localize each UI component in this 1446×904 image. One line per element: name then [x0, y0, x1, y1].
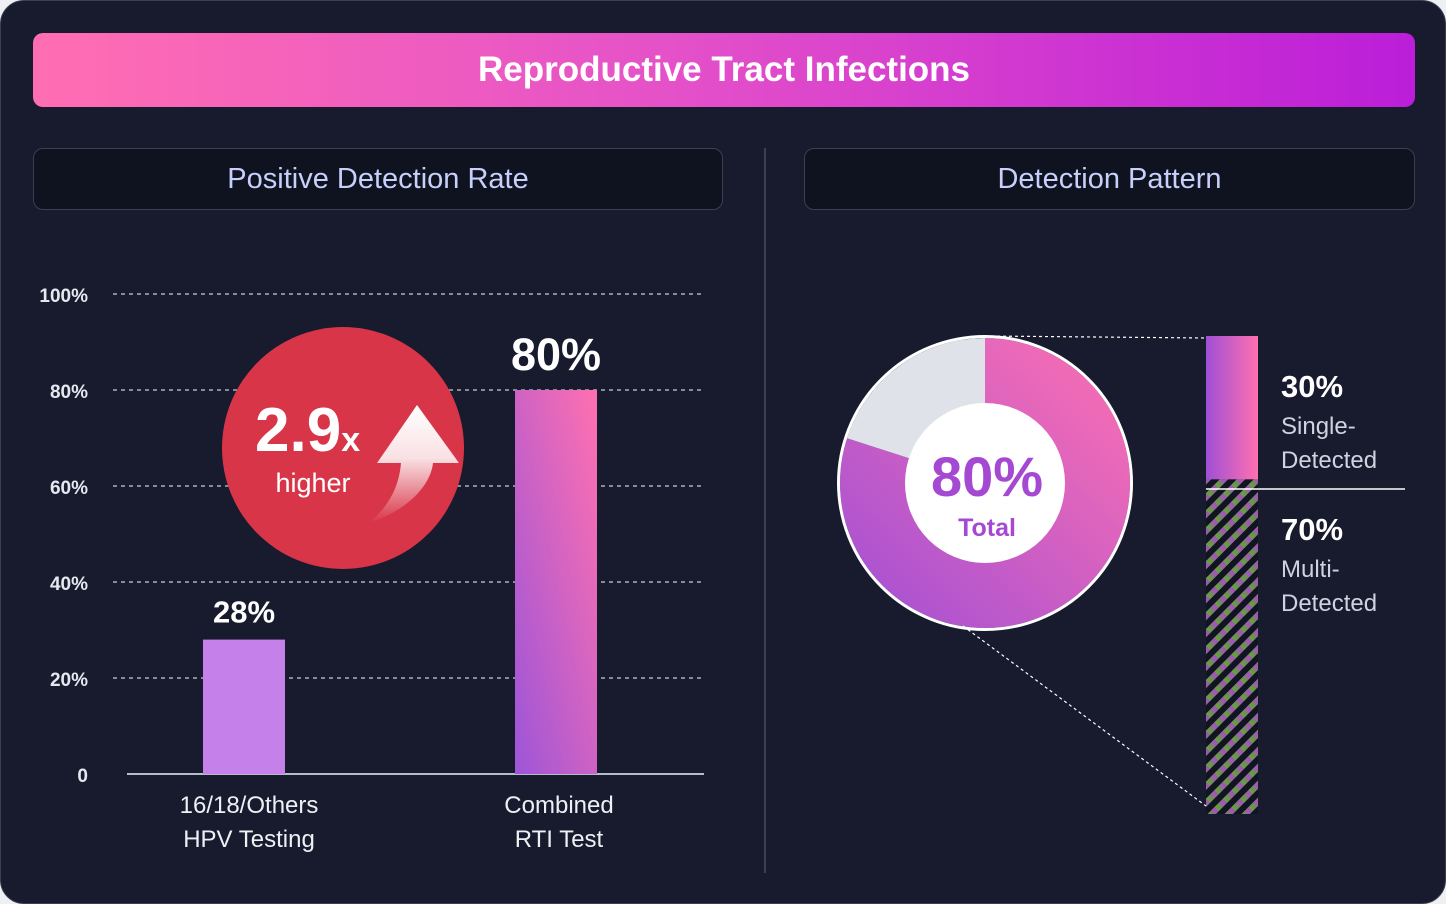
breakdown-multi: 70% Multi- Detected [1281, 512, 1377, 617]
multiplier-badge: 2.9x higher [222, 327, 464, 569]
connector-line [984, 335, 1207, 339]
donut-center-label: Total [958, 514, 1016, 542]
donut-center-value: 80% [931, 445, 1043, 508]
bar-data-label: 80% [511, 329, 601, 380]
multi-value: 70% [1281, 512, 1343, 547]
y-tick-label: 40% [50, 574, 88, 595]
donut-hole [905, 403, 1065, 563]
badge-circle [222, 327, 464, 569]
badge-label: higher [275, 468, 350, 498]
single-label-line1: Single- [1281, 413, 1356, 440]
main-title: Reproductive Tract Infections [33, 33, 1415, 107]
stacked-breakdown-bar [962, 335, 1258, 814]
single-label-line2: Detected [1281, 447, 1377, 474]
stack-segment [1206, 336, 1258, 480]
connector-line [962, 625, 1207, 807]
multi-label-line2: Detected [1281, 590, 1377, 617]
y-tick-label: 20% [50, 670, 88, 691]
breakdown-single: 30% Single- Detected [1281, 369, 1377, 474]
bar [515, 390, 597, 774]
right-panel-title: Detection Pattern [804, 148, 1415, 210]
badge-multiplier: 2.9x [255, 396, 360, 465]
y-tick-label: 60% [50, 478, 88, 499]
stack-segment [1206, 479, 1258, 814]
panel-divider [764, 148, 766, 873]
up-arrow-icon [369, 405, 459, 523]
x-category-label: Combined [504, 792, 613, 819]
x-category-label: 16/18/Others [180, 792, 319, 819]
y-tick-label: 80% [50, 382, 88, 403]
multi-label-line1: Multi- [1281, 556, 1340, 583]
y-tick-label: 100% [39, 286, 88, 307]
donut-chart [837, 335, 1133, 631]
left-panel-title: Positive Detection Rate [33, 148, 723, 210]
x-category-label: HPV Testing [183, 826, 315, 853]
y-tick-label: 0 [77, 766, 88, 787]
single-value: 30% [1281, 369, 1343, 404]
bar [203, 639, 285, 774]
x-category-label: RTI Test [515, 826, 604, 853]
bar-chart-marks: 28% 16/18/Others HPV Testing 80% Combined RTI… [180, 329, 614, 853]
bar-data-label: 28% [213, 595, 275, 630]
